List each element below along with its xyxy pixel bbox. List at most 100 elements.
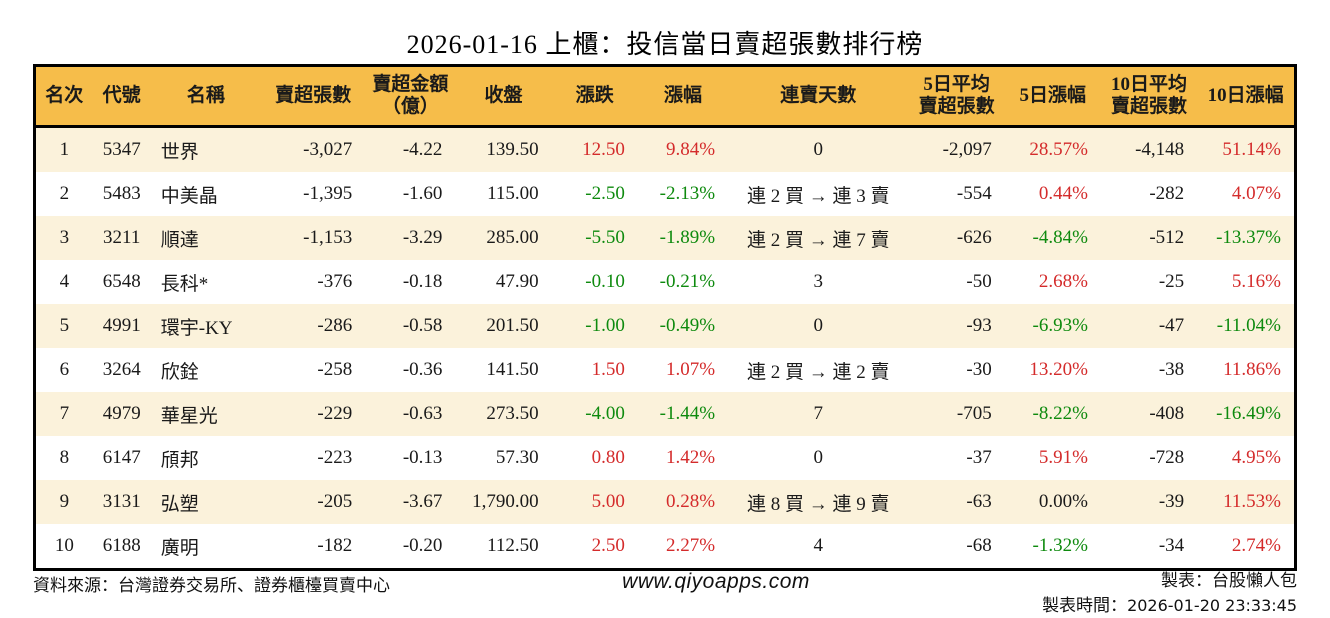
cell-name: 中美晶	[160, 185, 218, 207]
ranking-table: 名次 代號 名稱 賣超張數 賣超金額 （億） 收盤 漲跌 漲幅 連賣天數 5日平…	[33, 64, 1297, 571]
cell-pct5: 0.44%	[1038, 183, 1088, 204]
cell-pct10: 11.53%	[1223, 491, 1281, 512]
cell-change: 1.50	[591, 359, 625, 380]
col-header-pct5: 5日漲幅	[1004, 65, 1101, 128]
cell-close: 1,790.00	[472, 491, 539, 512]
cell-avg10-sell: -408	[1149, 403, 1185, 424]
cell-code: 5483	[102, 183, 141, 204]
cell-pct10: -16.49%	[1216, 403, 1281, 424]
cell-change-pct: -2.13%	[659, 183, 716, 204]
cell-code: 6147	[102, 447, 141, 468]
cell-streak: 連 8 買 → 連 9 賣	[747, 493, 890, 515]
cell-sell-shares: -3,027	[303, 139, 353, 160]
cell-rank: 9	[59, 491, 70, 512]
cell-pct10: 5.16%	[1231, 271, 1281, 292]
col-header-rank: 名次	[34, 65, 93, 128]
cell-change: -5.50	[585, 227, 625, 248]
cell-close: 112.50	[487, 535, 539, 556]
cell-change: -4.00	[585, 403, 625, 424]
cell-pct5: 13.20%	[1029, 359, 1088, 380]
cell-pct10: -11.04%	[1216, 315, 1281, 336]
cell-code: 3211	[103, 227, 141, 248]
cell-change-pct: 0.28%	[665, 491, 716, 512]
cell-change: -0.10	[585, 271, 625, 292]
cell-pct5: -6.93%	[1032, 315, 1088, 336]
col-header-code: 代號	[92, 65, 151, 128]
cell-rank: 7	[59, 403, 70, 424]
cell-name: 順達	[160, 229, 199, 251]
cell-change: -1.00	[585, 315, 625, 336]
site-url: www.qiyoapps.com	[622, 570, 810, 593]
cell-code: 4979	[102, 403, 141, 424]
report-time-label: 製表時間：	[1042, 595, 1128, 615]
cell-name: 欣銓	[160, 361, 199, 383]
cell-sell-amount: -3.67	[402, 491, 443, 512]
table-row: 3 3211 順達 -1,153 -3.29 285.00 -5.50 -1.89% 連 2 買…	[34, 216, 1296, 260]
cell-avg5-sell: -37	[966, 447, 992, 468]
cell-name: 弘塑	[160, 493, 199, 515]
cell-close: 57.30	[495, 447, 539, 468]
cell-avg5-sell: -68	[966, 535, 992, 556]
cell-sell-shares: -205	[317, 491, 353, 512]
cell-code: 5347	[102, 139, 141, 160]
cell-sell-amount: -0.63	[402, 403, 443, 424]
cell-sell-amount: -0.13	[402, 447, 443, 468]
table-row: 8 6147 頎邦 -223 -0.13 57.30 0.80 1.42% 0 -37 5.91% -…	[35, 436, 1296, 480]
cell-close: 47.90	[495, 271, 539, 292]
cell-pct5: -4.84%	[1032, 227, 1088, 248]
cell-streak: 連 2 買 → 連 3 賣	[747, 185, 890, 207]
cell-sell-shares: -258	[317, 359, 353, 380]
report-time-line: 製表時間：2026-01-20 23:33:45	[1042, 594, 1297, 618]
footer: 資料來源：台灣證券交易所、證券櫃檯買賣中心 www.qiyoapps.com 製…	[33, 569, 1297, 618]
cell-avg5-sell: -554	[956, 183, 992, 204]
cell-avg10-sell: -282	[1149, 183, 1185, 204]
cell-sell-amount: -3.29	[402, 227, 443, 248]
report-meta: 製表：台股懶人包 製表時間：2026-01-20 23:33:45	[1042, 569, 1297, 618]
cell-pct10: 51.14%	[1222, 139, 1281, 160]
col-header-streak: 連賣天數	[728, 65, 909, 128]
cell-name: 華星光	[160, 405, 218, 427]
cell-pct5: -8.22%	[1032, 403, 1088, 424]
cell-code: 6548	[102, 271, 141, 292]
cell-close: 285.00	[486, 227, 539, 248]
col-header-change-pct: 漲幅	[637, 65, 729, 128]
cell-rank: 8	[59, 447, 70, 468]
col-header-sell-shares: 賣超張數	[261, 65, 366, 128]
cell-code: 6188	[102, 535, 141, 556]
col-header-pct10: 10日漲幅	[1197, 65, 1296, 128]
table-row: 9 3131 弘塑 -205 -3.67 1,790.00 5.00 0.28% 連 8 買 →…	[34, 480, 1296, 524]
cell-avg5-sell: -2,097	[942, 139, 992, 160]
cell-close: 273.50	[486, 403, 539, 424]
cell-sell-amount: -0.58	[402, 315, 443, 336]
cell-change: 5.00	[591, 491, 625, 512]
cell-rank: 5	[59, 315, 70, 336]
cell-avg10-sell: -512	[1149, 227, 1185, 248]
cell-pct10: 4.95%	[1231, 447, 1281, 468]
cell-sell-shares: -376	[317, 271, 353, 292]
cell-pct10: 4.07%	[1231, 183, 1281, 204]
cell-change-pct: -1.44%	[659, 403, 716, 424]
cell-change-pct: 2.27%	[665, 535, 716, 556]
data-source-note: 資料來源：台灣證券交易所、證券櫃檯買賣中心	[33, 576, 390, 595]
cell-sell-shares: -229	[317, 403, 353, 424]
col-header-change: 漲跌	[551, 65, 638, 128]
cell-name: 世界	[160, 141, 199, 163]
cell-rank: 4	[59, 271, 70, 292]
cell-rank: 6	[59, 359, 70, 380]
cell-avg5-sell: -30	[966, 359, 992, 380]
cell-code: 4991	[102, 315, 141, 336]
cell-pct5: 5.91%	[1038, 447, 1088, 468]
cell-rank: 3	[59, 227, 70, 248]
cell-avg10-sell: -38	[1158, 359, 1185, 380]
table-row: 1 5347 世界 -3,027 -4.22 139.50 12.50 9.84% 0 -2,09…	[34, 126, 1296, 172]
cell-sell-shares: -1,395	[303, 183, 353, 204]
cell-change: -2.50	[585, 183, 625, 204]
cell-sell-amount: -1.60	[402, 183, 443, 204]
report-timestamp: 2026-01-20 23:33:45	[1127, 595, 1297, 615]
table-body: 1 5347 世界 -3,027 -4.22 139.50 12.50 9.84% 0 -2,09…	[34, 126, 1296, 570]
cell-pct10: -13.37%	[1216, 227, 1281, 248]
col-header-avg5-sell: 5日平均 賣超張數	[908, 65, 1005, 128]
ranking-board: 名次 代號 名稱 賣超張數 賣超金額 （億） 收盤 漲跌 漲幅 連賣天數 5日平…	[33, 64, 1297, 571]
cell-streak: 0	[813, 315, 824, 336]
cell-close: 139.50	[486, 139, 539, 160]
